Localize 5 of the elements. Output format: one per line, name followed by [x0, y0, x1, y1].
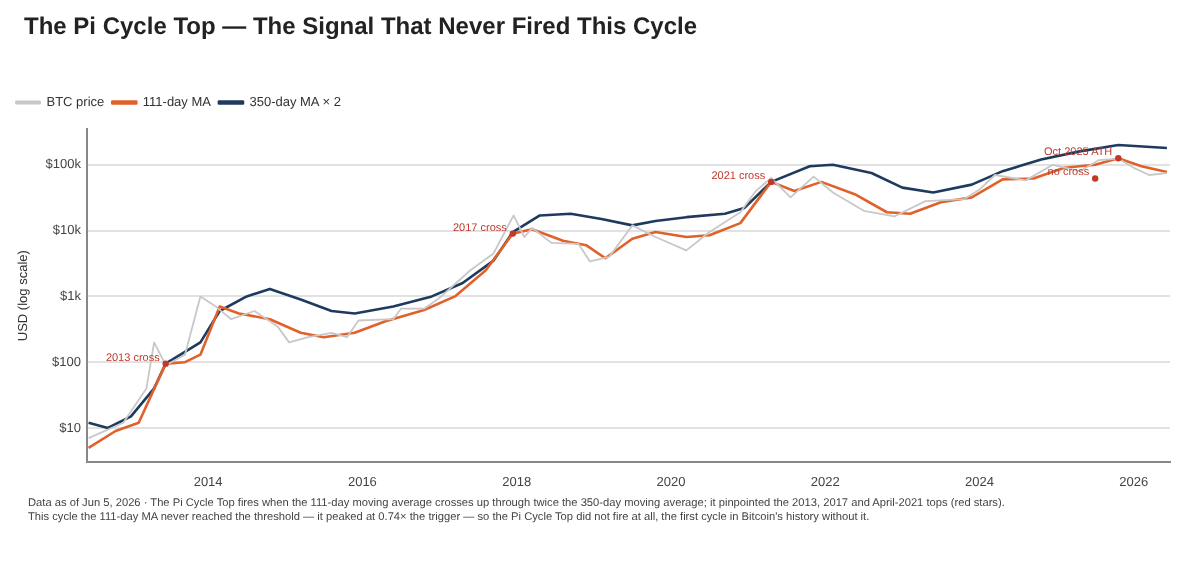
point [162, 360, 169, 367]
point [768, 178, 775, 186]
point [1115, 155, 1122, 162]
point [509, 230, 517, 237]
chart-title: The Pi Cycle Top — The Signal That Never Fired This Cycle [24, 12, 698, 40]
